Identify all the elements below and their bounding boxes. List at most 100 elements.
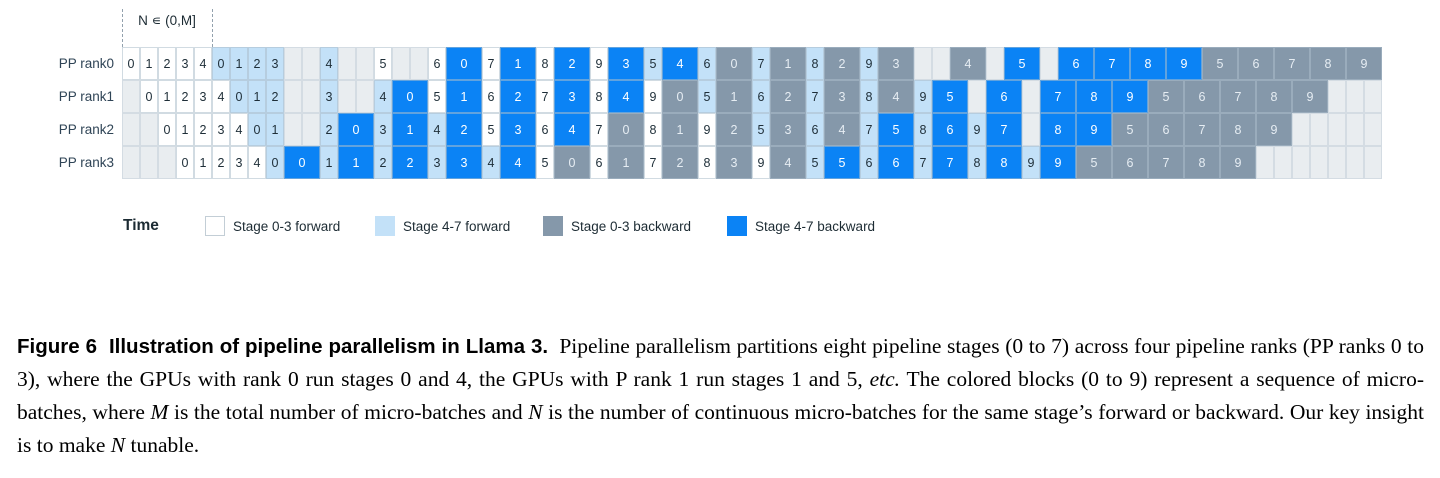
bubble-cell <box>140 146 158 179</box>
row-labels: PP rank0 PP rank1 PP rank2 PP rank3 <box>0 47 114 179</box>
schedule-cell: 7 <box>536 80 554 113</box>
schedule-cell: 8 <box>860 80 878 113</box>
bubble-cell <box>284 47 302 80</box>
schedule-cell: 3 <box>716 146 752 179</box>
schedule-cell: 4 <box>770 146 806 179</box>
schedule-cell: 0 <box>248 113 266 146</box>
schedule-cell: 6 <box>428 47 446 80</box>
bubble-cell <box>986 47 1004 80</box>
schedule-cell: 0 <box>446 47 482 80</box>
bubble-cell <box>284 80 302 113</box>
schedule-cell: 0 <box>158 113 176 146</box>
bubble-cell <box>1328 80 1346 113</box>
schedule-cell: 4 <box>878 80 914 113</box>
caption-segment: N <box>528 400 543 425</box>
schedule-cell: 1 <box>338 146 374 179</box>
schedule-cell: 9 <box>1112 80 1148 113</box>
schedule-cell: 0 <box>662 80 698 113</box>
legend-item: Stage 0-3 forward <box>205 216 340 236</box>
bubble-cell <box>1364 146 1382 179</box>
schedule-cell: 8 <box>698 146 716 179</box>
caption-segment: N <box>110 432 126 457</box>
bubble-cell <box>1364 113 1382 146</box>
schedule-cell: 3 <box>230 146 248 179</box>
schedule-cell: 2 <box>662 146 698 179</box>
caption-segment: M <box>150 400 169 425</box>
bubble-cell <box>1310 113 1328 146</box>
schedule-cell: 5 <box>824 146 860 179</box>
legend-swatch-b47 <box>727 216 747 236</box>
schedule-cell: 8 <box>536 47 554 80</box>
schedule-cell: 5 <box>1112 113 1148 146</box>
schedule-cell: 1 <box>194 146 212 179</box>
schedule-cell: 6 <box>1238 47 1274 80</box>
schedule-cell: 2 <box>500 80 536 113</box>
schedule-cell: 4 <box>248 146 266 179</box>
schedule-cell: 4 <box>194 47 212 80</box>
n-region-dashed-line-right <box>212 9 213 47</box>
schedule-cell: 7 <box>860 113 878 146</box>
bubble-cell <box>158 146 176 179</box>
bubble-cell <box>1328 146 1346 179</box>
bubble-cell <box>1274 146 1292 179</box>
bubble-cell <box>1346 80 1364 113</box>
bubble-cell <box>302 113 320 146</box>
schedule-cell: 1 <box>662 113 698 146</box>
schedule-cell: 7 <box>806 80 824 113</box>
row-label: PP rank3 <box>58 155 114 170</box>
schedule-cell: 0 <box>338 113 374 146</box>
schedule-cell: 5 <box>1148 80 1184 113</box>
schedule-cell: 0 <box>554 146 590 179</box>
schedule-cell: 2 <box>446 113 482 146</box>
schedule-cell: 5 <box>1202 47 1238 80</box>
schedule-cell: 2 <box>266 80 284 113</box>
figure-caption: Figure 6 Illustration of pipeline parall… <box>17 330 1424 462</box>
schedule-cell: 2 <box>554 47 590 80</box>
n-region-dashed-line-left <box>122 9 123 47</box>
schedule-cell: 9 <box>1256 113 1292 146</box>
schedule-cell: 8 <box>1130 47 1166 80</box>
schedule-cell: 5 <box>1004 47 1040 80</box>
schedule-cell: 9 <box>1076 113 1112 146</box>
legend-item: Stage 4-7 backward <box>727 216 875 236</box>
schedule-cell: 0 <box>122 47 140 80</box>
schedule-cell: 7 <box>1184 113 1220 146</box>
n-annotation: N ∊ (0,M] <box>138 13 196 28</box>
schedule-cell: 6 <box>698 47 716 80</box>
schedule-cell: 0 <box>284 146 320 179</box>
schedule-cell: 5 <box>698 80 716 113</box>
schedule-cell: 6 <box>806 113 824 146</box>
schedule-cell: 9 <box>968 113 986 146</box>
time-label: Time <box>123 217 159 234</box>
schedule-cell: 1 <box>266 113 284 146</box>
schedule-cell: 7 <box>482 47 500 80</box>
schedule-cell: 7 <box>1220 80 1256 113</box>
schedule-cell: 2 <box>248 47 266 80</box>
schedule-cell: 3 <box>878 47 914 80</box>
bubble-cell <box>1310 146 1328 179</box>
caption-segment: The colored blocks (0 to 9) represent a … <box>17 367 1424 425</box>
schedule-cell: 1 <box>248 80 266 113</box>
schedule-cell: 0 <box>266 146 284 179</box>
schedule-cell: 7 <box>752 47 770 80</box>
schedule-cell: 9 <box>1292 80 1328 113</box>
schedule-cell: 1 <box>770 47 806 80</box>
legend-label: Stage 0-3 forward <box>233 218 341 234</box>
schedule-cell: 4 <box>374 80 392 113</box>
schedule-cell: 1 <box>158 80 176 113</box>
legend-label: Stage 0-3 backward <box>571 218 692 234</box>
schedule-cell: 5 <box>482 113 500 146</box>
bubble-cell <box>356 80 374 113</box>
schedule-cell: 7 <box>1274 47 1310 80</box>
schedule-cell: 3 <box>824 80 860 113</box>
schedule-cell: 5 <box>644 47 662 80</box>
schedule-cell: 0 <box>716 47 752 80</box>
bubble-cell <box>1292 113 1310 146</box>
schedule-cell: 9 <box>644 80 662 113</box>
legend-swatch-f03 <box>205 216 225 236</box>
schedule-cell: 4 <box>500 146 536 179</box>
schedule-cell: 1 <box>140 47 158 80</box>
schedule-cell: 9 <box>860 47 878 80</box>
legend: Time Stage 0-3 forward Stage 4-7 forward S… <box>0 216 1440 242</box>
